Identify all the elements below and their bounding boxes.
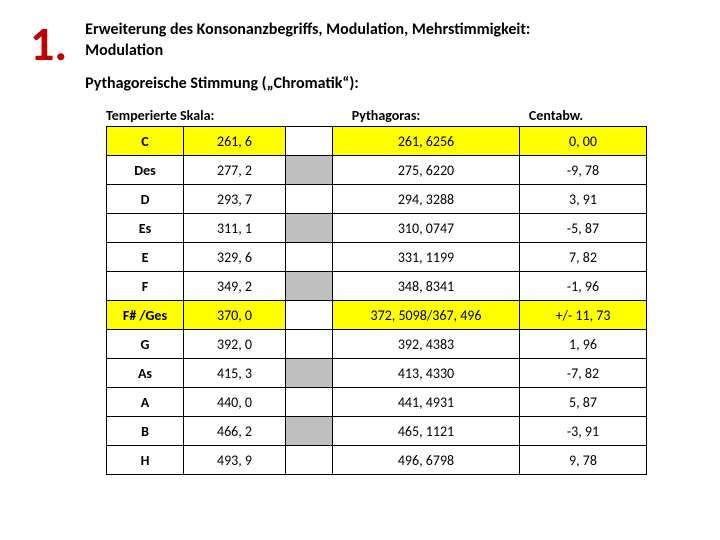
tuning-table: C261, 6261, 62560, 00Des277, 2275, 6220-…	[106, 126, 647, 475]
cell-cent-deviation: 0, 00	[520, 127, 647, 156]
table-row: C261, 6 261, 62560, 00	[107, 127, 647, 156]
cell-note: Es	[107, 214, 184, 243]
cell-tempered-freq: 466, 2	[184, 417, 286, 446]
cell-note: C	[107, 127, 184, 156]
cell-tempered-freq: 440, 0	[184, 388, 286, 417]
table-row: H493, 9 496, 67989, 78	[107, 446, 647, 475]
cell-tempered-freq: 277, 2	[184, 156, 286, 185]
cell-pythagoras-freq: 331, 1199	[333, 243, 520, 272]
cell-gap	[286, 359, 333, 388]
cell-pythagoras-freq: 261, 6256	[333, 127, 520, 156]
cell-cent-deviation: -1, 96	[520, 272, 647, 301]
cell-tempered-freq: 329, 6	[184, 243, 286, 272]
cell-cent-deviation: -3, 91	[520, 417, 647, 446]
cell-gap	[286, 417, 333, 446]
cell-tempered-freq: 392, 0	[184, 330, 286, 359]
cell-gap	[286, 156, 333, 185]
cell-gap	[286, 127, 333, 156]
cell-note: As	[107, 359, 184, 388]
table-row: E329, 6 331, 11997, 82	[107, 243, 647, 272]
title-line2: Modulation	[85, 41, 690, 60]
cell-cent-deviation: 7, 82	[520, 243, 647, 272]
cell-gap	[286, 446, 333, 475]
cell-note: D	[107, 185, 184, 214]
cell-tempered-freq: 311, 1	[184, 214, 286, 243]
cell-pythagoras-freq: 465, 1121	[333, 417, 520, 446]
cell-gap	[286, 243, 333, 272]
cell-note: E	[107, 243, 184, 272]
table-row: As415, 3 413, 4330-7, 82	[107, 359, 647, 388]
column-labels: Temperierte Skala: Pythagoras: Centabw.	[106, 107, 690, 124]
cell-note: F	[107, 272, 184, 301]
cell-tempered-freq: 493, 9	[184, 446, 286, 475]
cell-tempered-freq: 370, 0	[184, 301, 286, 330]
cell-pythagoras-freq: 372, 5098/367, 496	[333, 301, 520, 330]
cell-pythagoras-freq: 392, 4383	[333, 330, 520, 359]
cell-pythagoras-freq: 310, 0747	[333, 214, 520, 243]
cell-cent-deviation: -9, 78	[520, 156, 647, 185]
cell-tempered-freq: 349, 2	[184, 272, 286, 301]
table-row: G392, 0 392, 43831, 96	[107, 330, 647, 359]
label-tempered: Temperierte Skala:	[106, 107, 286, 124]
cell-note: F# /Ges	[107, 301, 184, 330]
cell-gap	[286, 388, 333, 417]
table-row: A440, 0 441, 49315, 87	[107, 388, 647, 417]
table-row: F349, 2 348, 8341-1, 96	[107, 272, 647, 301]
table-row: Es311, 1 310, 0747-5, 87	[107, 214, 647, 243]
cell-pythagoras-freq: 294, 3288	[333, 185, 520, 214]
cell-tempered-freq: 293, 7	[184, 185, 286, 214]
subtitle: Pythagoreische Stimmung („Chromatik“):	[85, 74, 690, 93]
cell-cent-deviation: 9, 78	[520, 446, 647, 475]
cell-note: H	[107, 446, 184, 475]
cell-note: Des	[107, 156, 184, 185]
table-row: F# /Ges370, 0 372, 5098/367, 496+/- 11, 7…	[107, 301, 647, 330]
title-line1: Erweiterung des Konsonanzbegriffs, Modul…	[85, 20, 690, 39]
cell-pythagoras-freq: 348, 8341	[333, 272, 520, 301]
cell-gap	[286, 330, 333, 359]
cell-cent-deviation: +/- 11, 73	[520, 301, 647, 330]
table-row: Des277, 2 275, 6220-9, 78	[107, 156, 647, 185]
cell-tempered-freq: 415, 3	[184, 359, 286, 388]
cell-cent-deviation: -5, 87	[520, 214, 647, 243]
cell-tempered-freq: 261, 6	[184, 127, 286, 156]
cell-note: B	[107, 417, 184, 446]
cell-pythagoras-freq: 496, 6798	[333, 446, 520, 475]
cell-cent-deviation: 3, 91	[520, 185, 647, 214]
slide-number: 1.	[30, 20, 67, 68]
cell-pythagoras-freq: 413, 4330	[333, 359, 520, 388]
table-row: B466, 2 465, 1121-3, 91	[107, 417, 647, 446]
label-pythagoras: Pythagoras:	[286, 107, 486, 124]
cell-gap	[286, 214, 333, 243]
cell-pythagoras-freq: 441, 4931	[333, 388, 520, 417]
cell-cent-deviation: 1, 96	[520, 330, 647, 359]
label-cent: Centabw.	[486, 107, 626, 124]
cell-note: A	[107, 388, 184, 417]
cell-cent-deviation: -7, 82	[520, 359, 647, 388]
table-row: D293, 7 294, 32883, 91	[107, 185, 647, 214]
cell-note: G	[107, 330, 184, 359]
cell-gap	[286, 185, 333, 214]
cell-pythagoras-freq: 275, 6220	[333, 156, 520, 185]
cell-gap	[286, 301, 333, 330]
cell-gap	[286, 272, 333, 301]
cell-cent-deviation: 5, 87	[520, 388, 647, 417]
